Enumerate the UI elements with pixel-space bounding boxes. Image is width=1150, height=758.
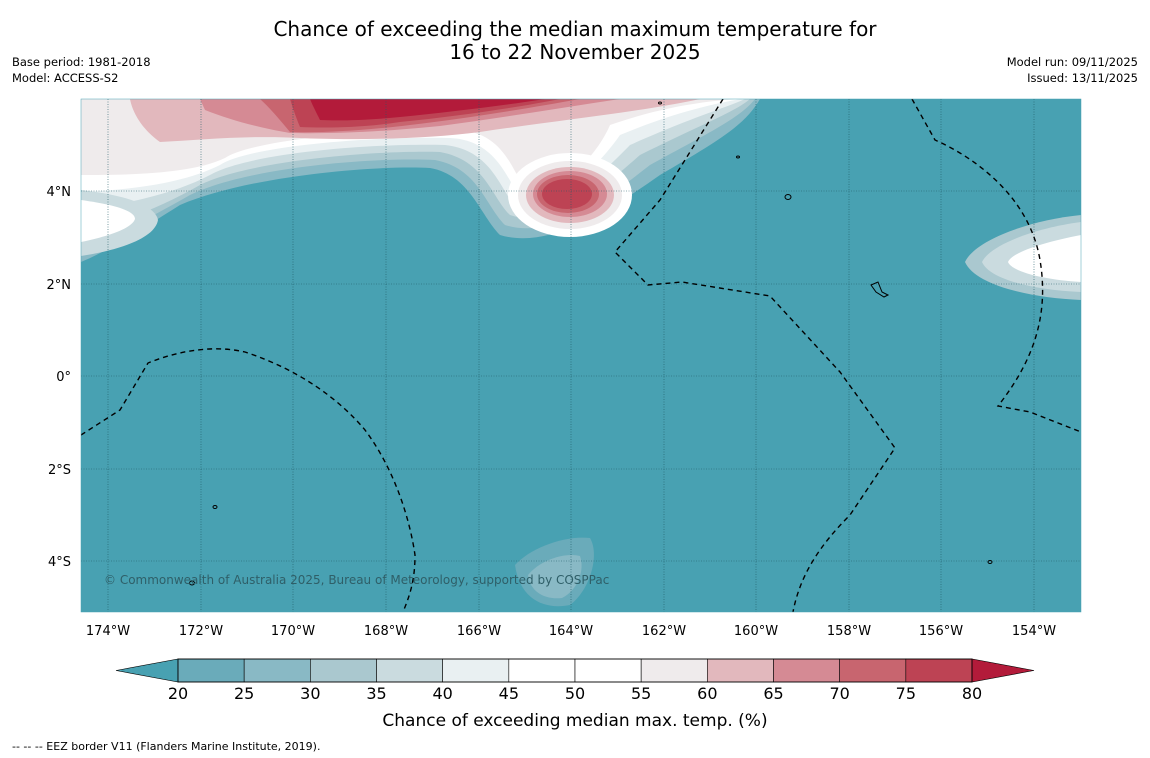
colorbar-tick-50: 50 — [565, 684, 585, 703]
colorbar: 20 25 30 35 40 45 50 55 60 65 70 75 80 Chance of exc… — [115, 658, 1035, 731]
colorbar-tick-45: 45 — [499, 684, 519, 703]
graticule — [81, 99, 1081, 612]
colorbar-segment-20-25 — [177, 658, 245, 683]
issued-date: Issued: 13/11/2025 — [1027, 71, 1138, 85]
lat-label-4n: 4°N — [47, 185, 72, 200]
hotspot-75 — [542, 179, 592, 209]
lon-label-156w: 156°W — [919, 624, 963, 639]
left-lobe-50 — [81, 200, 135, 242]
colorbar-segment-50-55 — [574, 658, 642, 683]
lon-label-170w: 170°W — [271, 624, 315, 639]
colorbar-tick-25: 25 — [234, 684, 254, 703]
colorbar-segment-65-70 — [773, 658, 840, 683]
lon-label-168w: 168°W — [364, 624, 408, 639]
colorbar-outline — [177, 658, 973, 683]
islands — [189, 101, 993, 586]
colorbar-arrow-low — [115, 658, 179, 683]
colorbar-tick-20: 20 — [168, 684, 188, 703]
colorbar-tick-65: 65 — [763, 684, 783, 703]
colorbar-segment-30-35 — [310, 658, 377, 683]
colorbar-segment-55-60 — [640, 658, 708, 683]
eez-legend-note: -- -- -- EEZ border V11 (Flanders Marine… — [12, 740, 321, 753]
colorbar-tick-labels: 20 25 30 35 40 45 50 55 60 65 70 75 80 — [168, 684, 982, 703]
lon-label-172w: 172°W — [179, 624, 223, 639]
colorbar-tick-35: 35 — [366, 684, 386, 703]
lat-label-0: 0° — [56, 370, 71, 385]
colorbar-tick-70: 70 — [829, 684, 849, 703]
lat-label-2s: 2°S — [48, 463, 71, 478]
lon-label-154w: 154°W — [1012, 624, 1056, 639]
colorbar-segments — [177, 658, 973, 683]
base-period: Base period: 1981-2018 — [12, 55, 151, 69]
latitude-labels: 4°N 2°N 0° 2°S 4°S — [47, 185, 72, 570]
bottom-patch-35 — [528, 554, 582, 599]
map-field — [81, 99, 1081, 612]
map-title: Chance of exceeding the median maximum t… — [0, 18, 1150, 64]
colorbar-segment-75-80 — [905, 658, 973, 683]
lon-label-162w: 162°W — [642, 624, 686, 639]
model-name: Model: ACCESS-S2 — [12, 71, 119, 85]
colorbar-tick-40: 40 — [432, 684, 452, 703]
base-info: Base period: 1981-2018 Model: ACCESS-S2 — [12, 54, 151, 86]
lon-label-174w: 174°W — [86, 624, 130, 639]
title-line-1: Chance of exceeding the median maximum t… — [273, 17, 877, 41]
colorbar-tick-55: 55 — [631, 684, 651, 703]
map-frame — [80, 98, 1082, 613]
colorbar-segment-35-40 — [376, 658, 443, 683]
lon-label-160w: 160°W — [734, 624, 778, 639]
colorbar-segment-40-45 — [442, 658, 510, 683]
lat-label-4s: 4°S — [48, 555, 71, 570]
colorbar-tick-30: 30 — [300, 684, 320, 703]
copyright-note: © Commonwealth of Australia 2025, Bureau… — [104, 573, 609, 587]
colorbar-tick-60: 60 — [697, 684, 717, 703]
colorbar-segment-60-65 — [707, 658, 774, 683]
lat-label-2n: 2°N — [47, 278, 72, 293]
colorbar-segment-70-75 — [839, 658, 907, 683]
lon-label-158w: 158°W — [827, 624, 871, 639]
title-line-2: 16 to 22 November 2025 — [449, 40, 701, 64]
colorbar-arrow-high — [971, 658, 1035, 683]
run-info: Model run: 09/11/2025 Issued: 13/11/2025 — [1007, 54, 1138, 86]
lon-label-164w: 164°W — [549, 624, 593, 639]
longitude-labels: 174°W 172°W 170°W 168°W 166°W 164°W 162°… — [86, 624, 1056, 639]
colorbar-tick-80: 80 — [962, 684, 982, 703]
colorbar-tick-75: 75 — [896, 684, 916, 703]
eez-borders — [81, 99, 1081, 612]
colorbar-segment-45-50 — [508, 658, 576, 683]
model-run: Model run: 09/11/2025 — [1006, 55, 1138, 69]
colorbar-segment-25-30 — [243, 658, 311, 683]
colorbar-title: Chance of exceeding median max. temp. (%… — [382, 711, 767, 731]
right-lobe-50 — [1008, 235, 1081, 282]
red-80 — [310, 99, 545, 121]
lon-label-166w: 166°W — [457, 624, 501, 639]
